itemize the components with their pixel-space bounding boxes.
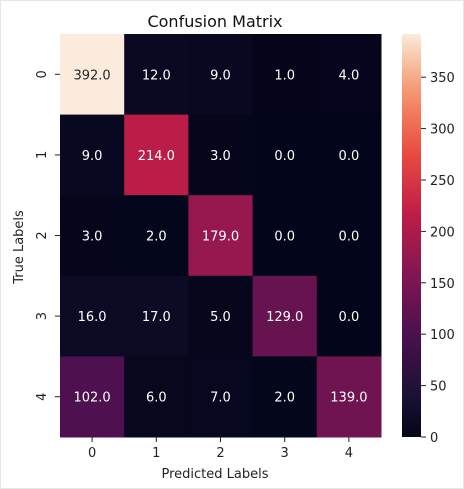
chart-title: Confusion Matrix [147, 12, 282, 31]
colorbar-tick-label: 100 [430, 328, 455, 343]
x-tick-label: 2 [216, 446, 224, 461]
colorbar-tick-label: 0 [430, 431, 438, 446]
colorbar-ticks: 0 50 100 150 200 250 300 350 [421, 71, 455, 446]
x-tick-label: 3 [281, 446, 289, 461]
cell-value-label: 9.0 [82, 149, 103, 164]
cell-value-label: 0.0 [274, 230, 295, 245]
x-axis-label: Predicted Labels [161, 467, 268, 482]
cell-value-label: 214.0 [138, 149, 175, 164]
cell-value-label: 392.0 [73, 68, 110, 83]
cell-value-label: 17.0 [142, 310, 171, 325]
x-tick-label: 0 [88, 446, 96, 461]
colorbar-tick-label: 350 [430, 71, 455, 86]
cell-value-label: 12.0 [142, 68, 171, 83]
colorbar-tick-label: 150 [430, 277, 455, 292]
colorbar-tick-label: 300 [430, 123, 455, 138]
colorbar [402, 34, 421, 437]
cell-value-label: 0.0 [339, 149, 360, 164]
cell-value-label: 2.0 [146, 230, 167, 245]
y-tick-label: 4 [35, 393, 50, 401]
cell-value-label: 0.0 [339, 230, 360, 245]
cell-value-label: 16.0 [78, 310, 107, 325]
y-axis-label: True Labels [12, 210, 27, 285]
cell-value-label: 5.0 [210, 310, 231, 325]
cell-value-label: 139.0 [330, 391, 367, 406]
cell-value-label: 9.0 [210, 68, 231, 83]
cell-value-label: 179.0 [202, 230, 239, 245]
cell-value-label: 6.0 [146, 391, 167, 406]
y-tick-label: 2 [35, 231, 50, 239]
x-tick-label: 1 [152, 446, 160, 461]
y-tick-label: 1 [35, 151, 50, 159]
cell-value-label: 0.0 [274, 149, 295, 164]
colorbar-tick-label: 200 [430, 225, 455, 240]
cell-value-label: 102.0 [73, 391, 110, 406]
cell-value-label: 3.0 [82, 230, 103, 245]
x-tick-label: 4 [345, 446, 353, 461]
colorbar-tick-label: 250 [430, 174, 455, 189]
cell-value-label: 0.0 [339, 310, 360, 325]
cell-value-label: 7.0 [210, 391, 231, 406]
y-tick-label: 0 [35, 70, 50, 78]
x-axis-ticks: 0 1 2 3 4 [88, 437, 353, 461]
cell-value-label: 4.0 [339, 68, 360, 83]
cell-value-label: 1.0 [274, 68, 295, 83]
cell-value-label: 2.0 [274, 391, 295, 406]
cell-value-label: 3.0 [210, 149, 231, 164]
colorbar-tick-label: 50 [430, 380, 447, 395]
y-tick-label: 3 [35, 312, 50, 320]
y-axis-ticks: 0 1 2 3 4 [35, 70, 60, 401]
cell-value-label: 129.0 [266, 310, 303, 325]
